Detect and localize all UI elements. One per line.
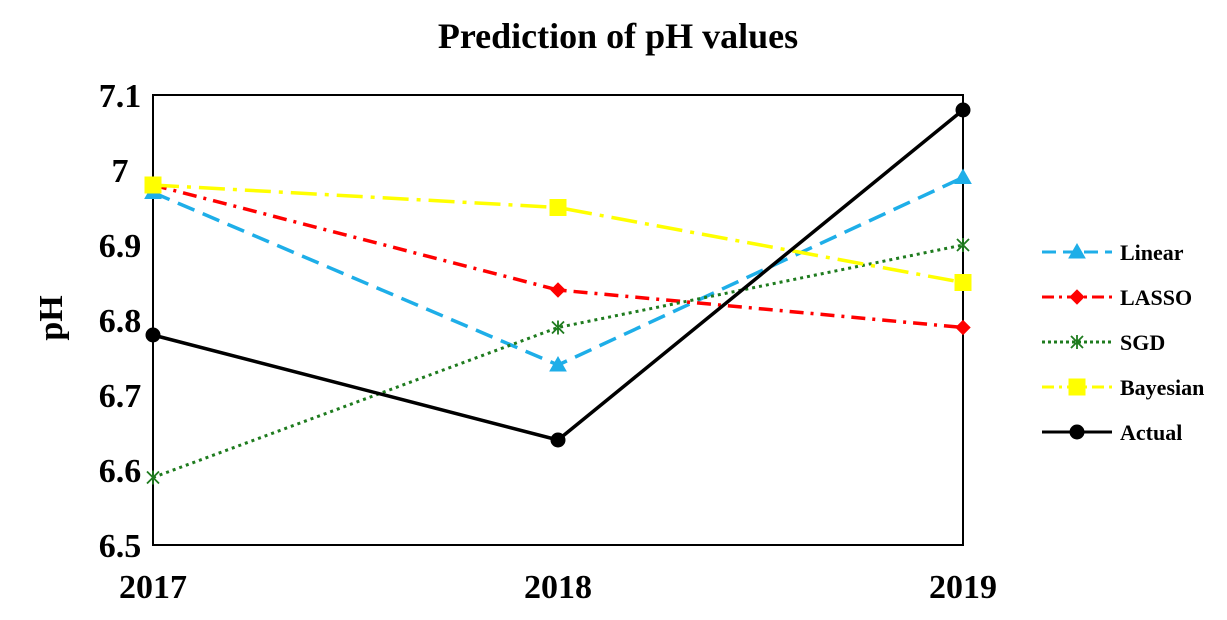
data-point-actual	[550, 432, 566, 448]
series-line-sgd	[152, 243, 964, 479]
y-tick-label: 6.5	[99, 528, 142, 565]
legend-marker	[1069, 424, 1085, 440]
legend-entry-lasso: LASSO	[1042, 285, 1192, 310]
y-tick-label: 6.8	[99, 303, 142, 340]
series-line-lasso	[152, 183, 964, 330]
data-point-sgd	[956, 238, 970, 252]
y-tick-label: 7	[112, 153, 129, 190]
x-tick-label: 2017	[119, 569, 187, 606]
legend-label: LASSO	[1120, 285, 1192, 310]
x-tick-label: 2018	[524, 569, 592, 606]
legend: Linear LASSO SGD Bayesian Actual	[1042, 240, 1204, 445]
data-point-sgd	[146, 470, 160, 485]
legend-label: Actual	[1120, 420, 1182, 445]
series-actual	[145, 102, 971, 448]
data-point-bayesian	[144, 176, 162, 194]
data-point-lasso	[550, 282, 566, 298]
legend-label: Bayesian	[1120, 375, 1204, 400]
series-line-actual	[152, 108, 965, 442]
legend-entry-bayesian: Bayesian	[1042, 375, 1204, 400]
legend-marker	[1069, 289, 1085, 305]
legend-marker	[1070, 335, 1084, 349]
series-sgd	[146, 238, 970, 485]
data-point-lasso	[955, 319, 971, 336]
data-point-bayesian	[549, 199, 567, 216]
legend-entry-linear: Linear	[1042, 240, 1184, 265]
x-tick-label: 2019	[929, 569, 997, 606]
data-point-bayesian	[954, 274, 972, 291]
legend-entry-actual: Actual	[1042, 420, 1182, 445]
plot-area-frame	[152, 94, 964, 546]
y-tick-label: 6.6	[99, 453, 142, 490]
data-point-actual	[955, 102, 971, 118]
series-bayesian	[144, 176, 972, 291]
data-point-linear	[954, 168, 972, 184]
data-point-linear	[549, 355, 567, 372]
legend-marker	[1068, 242, 1086, 259]
chart-title: Prediction of pH values	[438, 16, 798, 56]
series-layer	[144, 102, 972, 485]
legend-label: SGD	[1120, 330, 1165, 355]
data-point-sgd	[551, 320, 565, 335]
x-axis-ticks: 2017 2018 2019	[119, 569, 997, 606]
legend-label: Linear	[1120, 240, 1184, 265]
y-axis-label: pH	[33, 295, 70, 340]
legend-marker	[1068, 378, 1086, 396]
y-axis-ticks: 6.5 6.6 6.7 6.8 6.9 7 7.1	[99, 78, 142, 565]
y-tick-label: 6.9	[99, 228, 142, 265]
data-point-actual	[145, 327, 161, 343]
legend-entry-sgd: SGD	[1042, 330, 1165, 355]
y-tick-label: 7.1	[99, 78, 142, 115]
y-tick-label: 6.7	[99, 378, 142, 415]
